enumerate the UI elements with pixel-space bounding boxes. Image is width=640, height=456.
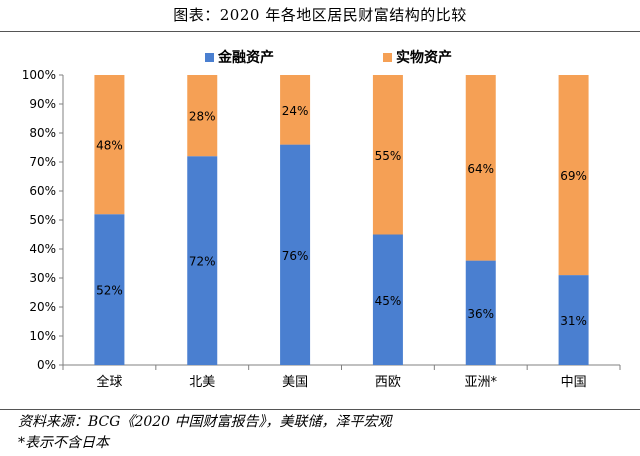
x-tick-label: 全球	[96, 374, 122, 390]
y-tick-label: 60%	[29, 184, 56, 198]
x-tick-label: 西欧	[375, 375, 401, 390]
y-tick-label: 10%	[29, 329, 56, 343]
legend-label-financial: 金融资产	[218, 50, 274, 66]
bar-physical	[187, 75, 218, 157]
data-label: 36%	[467, 307, 494, 321]
footer-divider	[0, 409, 640, 410]
data-label: 76%	[282, 249, 309, 263]
y-tick-label: 20%	[29, 300, 56, 314]
title-divider	[0, 31, 640, 32]
x-tick-label: 亚洲*	[464, 375, 497, 390]
y-tick-label: 50%	[29, 213, 56, 227]
bar-financial	[372, 234, 403, 365]
data-label: 55%	[375, 149, 402, 163]
bar-physical	[372, 75, 403, 235]
bar-physical	[465, 75, 496, 261]
y-tick-label: 90%	[29, 97, 56, 111]
bar-physical	[280, 75, 311, 145]
y-tick-label: 40%	[29, 242, 56, 256]
legend-item-financial: 金融资产	[205, 47, 274, 67]
legend-swatch-physical	[383, 52, 392, 62]
data-label: 69%	[560, 169, 587, 183]
y-tick-label: 80%	[29, 126, 56, 140]
stacked-bar-chart: 0% 10% 20% 30% 40% 50% 60% 70% 80% 90% 100% 52% 48% 全…	[22, 68, 621, 390]
x-tick-label: 美国	[282, 375, 308, 390]
chart-title: 图表：2020 年各地区居民财富结构的比较	[173, 6, 467, 24]
bar-financial	[187, 156, 218, 365]
data-label: 31%	[560, 314, 587, 328]
data-label: 72%	[189, 255, 216, 269]
footnote: *表示不含日本	[18, 435, 109, 451]
bar-financial	[280, 144, 311, 365]
y-tick-label: 100%	[22, 68, 56, 82]
bar-financial	[558, 275, 589, 365]
bar-physical	[558, 75, 589, 276]
bar-financial	[94, 214, 125, 365]
data-label: 45%	[375, 294, 402, 308]
data-label: 48%	[96, 139, 123, 153]
legend-item-physical: 实物资产	[383, 47, 452, 67]
y-tick-label: 0%	[37, 358, 56, 372]
legend: 金融资产 实物资产	[0, 47, 640, 67]
data-label: 64%	[467, 162, 494, 176]
data-label: 52%	[96, 284, 123, 298]
legend-label-physical: 实物资产	[396, 50, 452, 66]
data-label: 24%	[282, 104, 309, 118]
bar-financial	[465, 260, 496, 365]
bar-physical	[94, 75, 125, 215]
y-tick-label: 30%	[29, 271, 56, 285]
y-tick-label: 70%	[29, 155, 56, 169]
x-tick-label: 中国	[561, 375, 587, 390]
legend-swatch-financial	[205, 52, 214, 62]
x-tick-label: 北美	[189, 375, 215, 390]
source-note: 资料来源：BCG《2020 中国财富报告》，美联储，泽平宏观	[18, 414, 392, 430]
data-label: 28%	[189, 110, 216, 124]
